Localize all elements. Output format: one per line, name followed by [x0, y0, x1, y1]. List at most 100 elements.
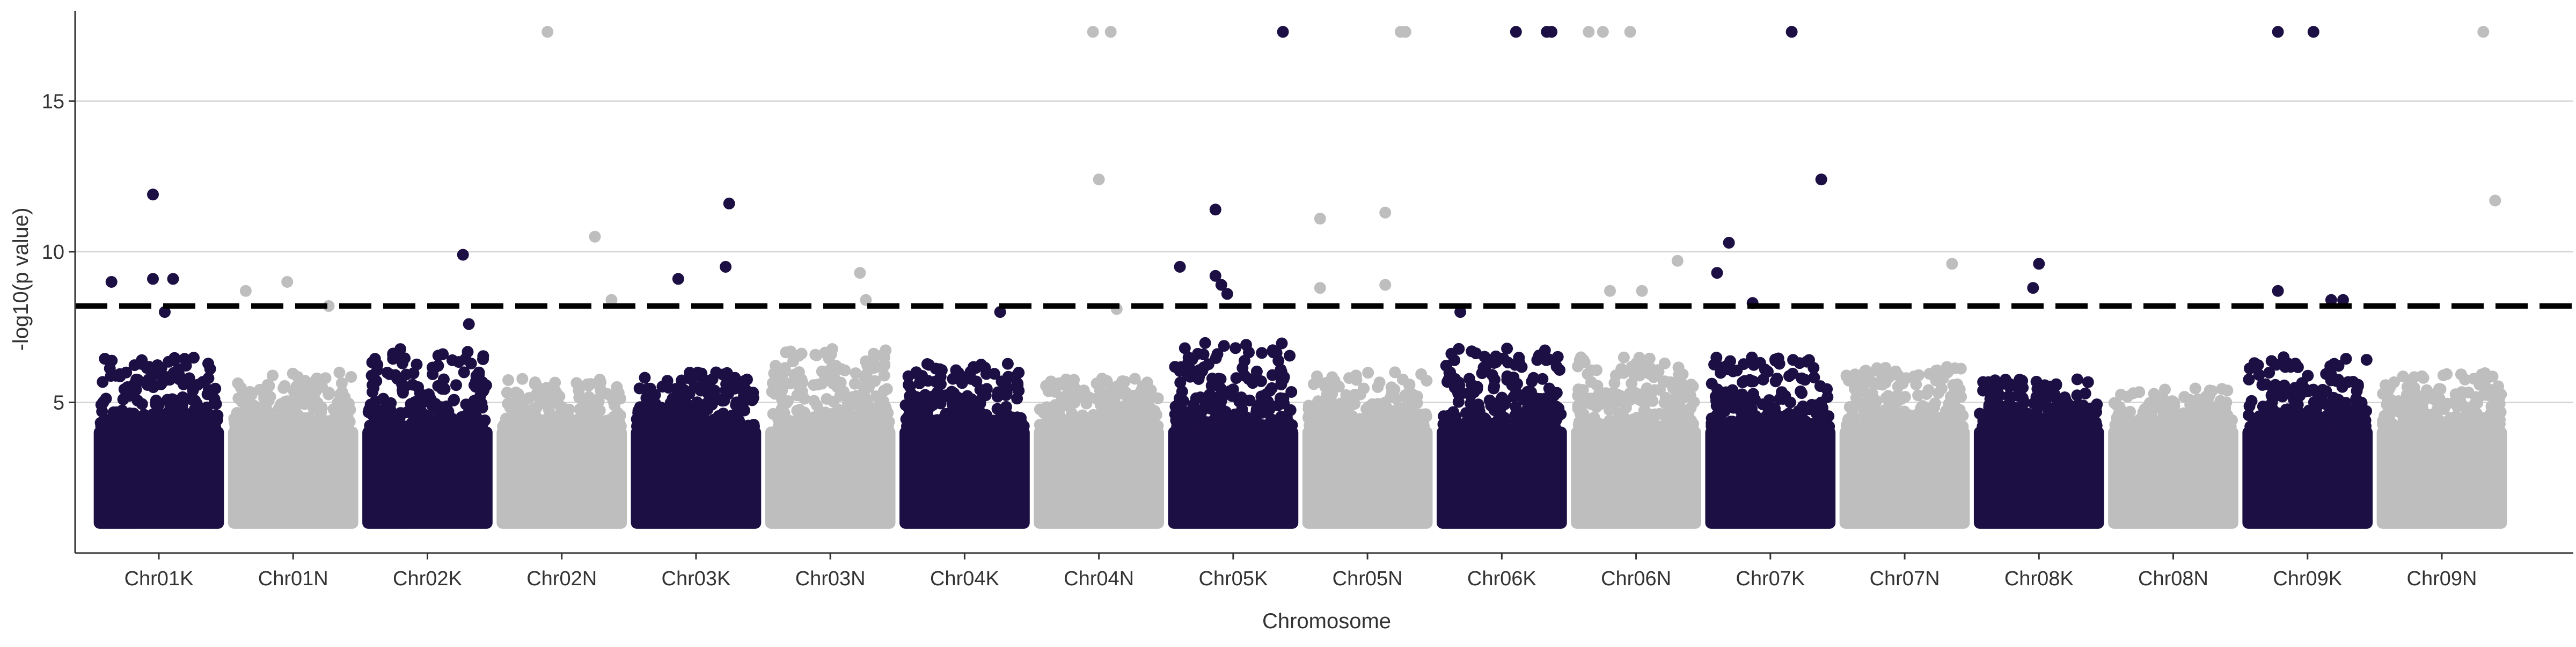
y-tick-label: 10 [42, 241, 64, 264]
data-point [1263, 403, 1276, 416]
data-point [458, 366, 470, 379]
data-point [593, 418, 605, 430]
data-point [855, 420, 867, 432]
data-point [1951, 413, 1963, 425]
data-point [1001, 358, 1014, 370]
data-point [262, 395, 275, 407]
point-cloud-core [631, 426, 762, 529]
data-point [111, 406, 123, 418]
data-point [345, 371, 357, 383]
data-point [288, 386, 300, 398]
data-point [1618, 351, 1630, 364]
data-point [188, 352, 200, 364]
data-point [452, 356, 465, 368]
data-point [309, 420, 321, 433]
data-point [1572, 383, 1585, 396]
data-point [1389, 366, 1401, 379]
x-tick-label: Chr06N [1601, 568, 1671, 590]
data-point [2330, 375, 2343, 387]
data-point [1247, 377, 1259, 389]
data-point [1776, 390, 1788, 403]
data-point [210, 398, 222, 410]
data-point [1643, 352, 1656, 365]
data-point [1853, 399, 1865, 411]
data-point [255, 402, 267, 415]
data-point [928, 389, 941, 402]
data-point [1516, 361, 1528, 373]
data-point [796, 386, 808, 397]
data-point [1182, 418, 1195, 431]
data-point [120, 366, 133, 379]
data-point [1094, 398, 1107, 411]
data-point [808, 395, 820, 407]
data-point [976, 410, 989, 423]
data-point [1591, 364, 1602, 376]
data-point [448, 394, 460, 406]
data-point [141, 379, 153, 391]
data-point [708, 420, 720, 433]
data-point [502, 374, 515, 386]
data-point [869, 350, 882, 362]
data-point [1118, 375, 1131, 388]
data-point [1445, 347, 1458, 360]
data-point [202, 358, 214, 370]
data-point [1841, 420, 1853, 432]
data-point [743, 388, 756, 400]
significant-point-Chr02N [589, 230, 601, 243]
data-point [1724, 355, 1736, 367]
data-point [2384, 381, 2396, 394]
data-point [2159, 383, 2171, 396]
data-point [187, 384, 199, 397]
data-point [835, 363, 847, 375]
data-point [1509, 409, 1521, 421]
data-point [408, 409, 420, 421]
data-point [469, 406, 481, 418]
data-point [1148, 405, 1161, 417]
data-point [1211, 348, 1224, 360]
data-point [235, 382, 247, 394]
data-point [1243, 346, 1255, 359]
data-point [157, 420, 169, 433]
point-cloud-core [1973, 426, 2104, 529]
data-point [381, 410, 393, 422]
data-point [710, 366, 722, 379]
data-point [794, 404, 806, 416]
data-point [631, 420, 643, 433]
data-point [2189, 418, 2201, 430]
data-point [573, 380, 586, 392]
data-point [685, 416, 698, 428]
data-point [921, 358, 933, 370]
data-point [2200, 397, 2212, 409]
data-point [550, 385, 562, 397]
data-point [1535, 393, 1547, 405]
data-point [1392, 419, 1404, 432]
data-point [1062, 418, 1074, 431]
significant-point-Chr04N [1087, 26, 1099, 38]
x-tick-label: Chr06K [1467, 568, 1536, 590]
data-point [601, 388, 613, 400]
data-point [1626, 377, 1638, 390]
data-point [1840, 370, 1853, 382]
data-point [393, 412, 406, 424]
data-point [1526, 375, 1538, 388]
data-point [1536, 420, 1548, 432]
data-point [412, 381, 424, 393]
data-point [660, 420, 672, 432]
data-point [1284, 404, 1297, 416]
data-point [1912, 389, 1924, 402]
data-point [1501, 343, 1513, 355]
chromosome-points-Chr06N [1571, 351, 1701, 529]
data-point [2492, 380, 2504, 392]
data-point [1045, 375, 1057, 388]
data-point [1479, 351, 1491, 363]
data-point [2071, 389, 2083, 402]
significant-point-Chr03K [720, 260, 732, 273]
data-point [1664, 396, 1676, 408]
x-tick-label: Chr04N [1064, 568, 1134, 590]
data-point [540, 420, 552, 433]
data-point [2468, 373, 2480, 385]
data-point [1053, 408, 1065, 420]
data-point [2381, 395, 2394, 407]
data-point [1230, 342, 1242, 354]
data-point [2336, 405, 2348, 417]
